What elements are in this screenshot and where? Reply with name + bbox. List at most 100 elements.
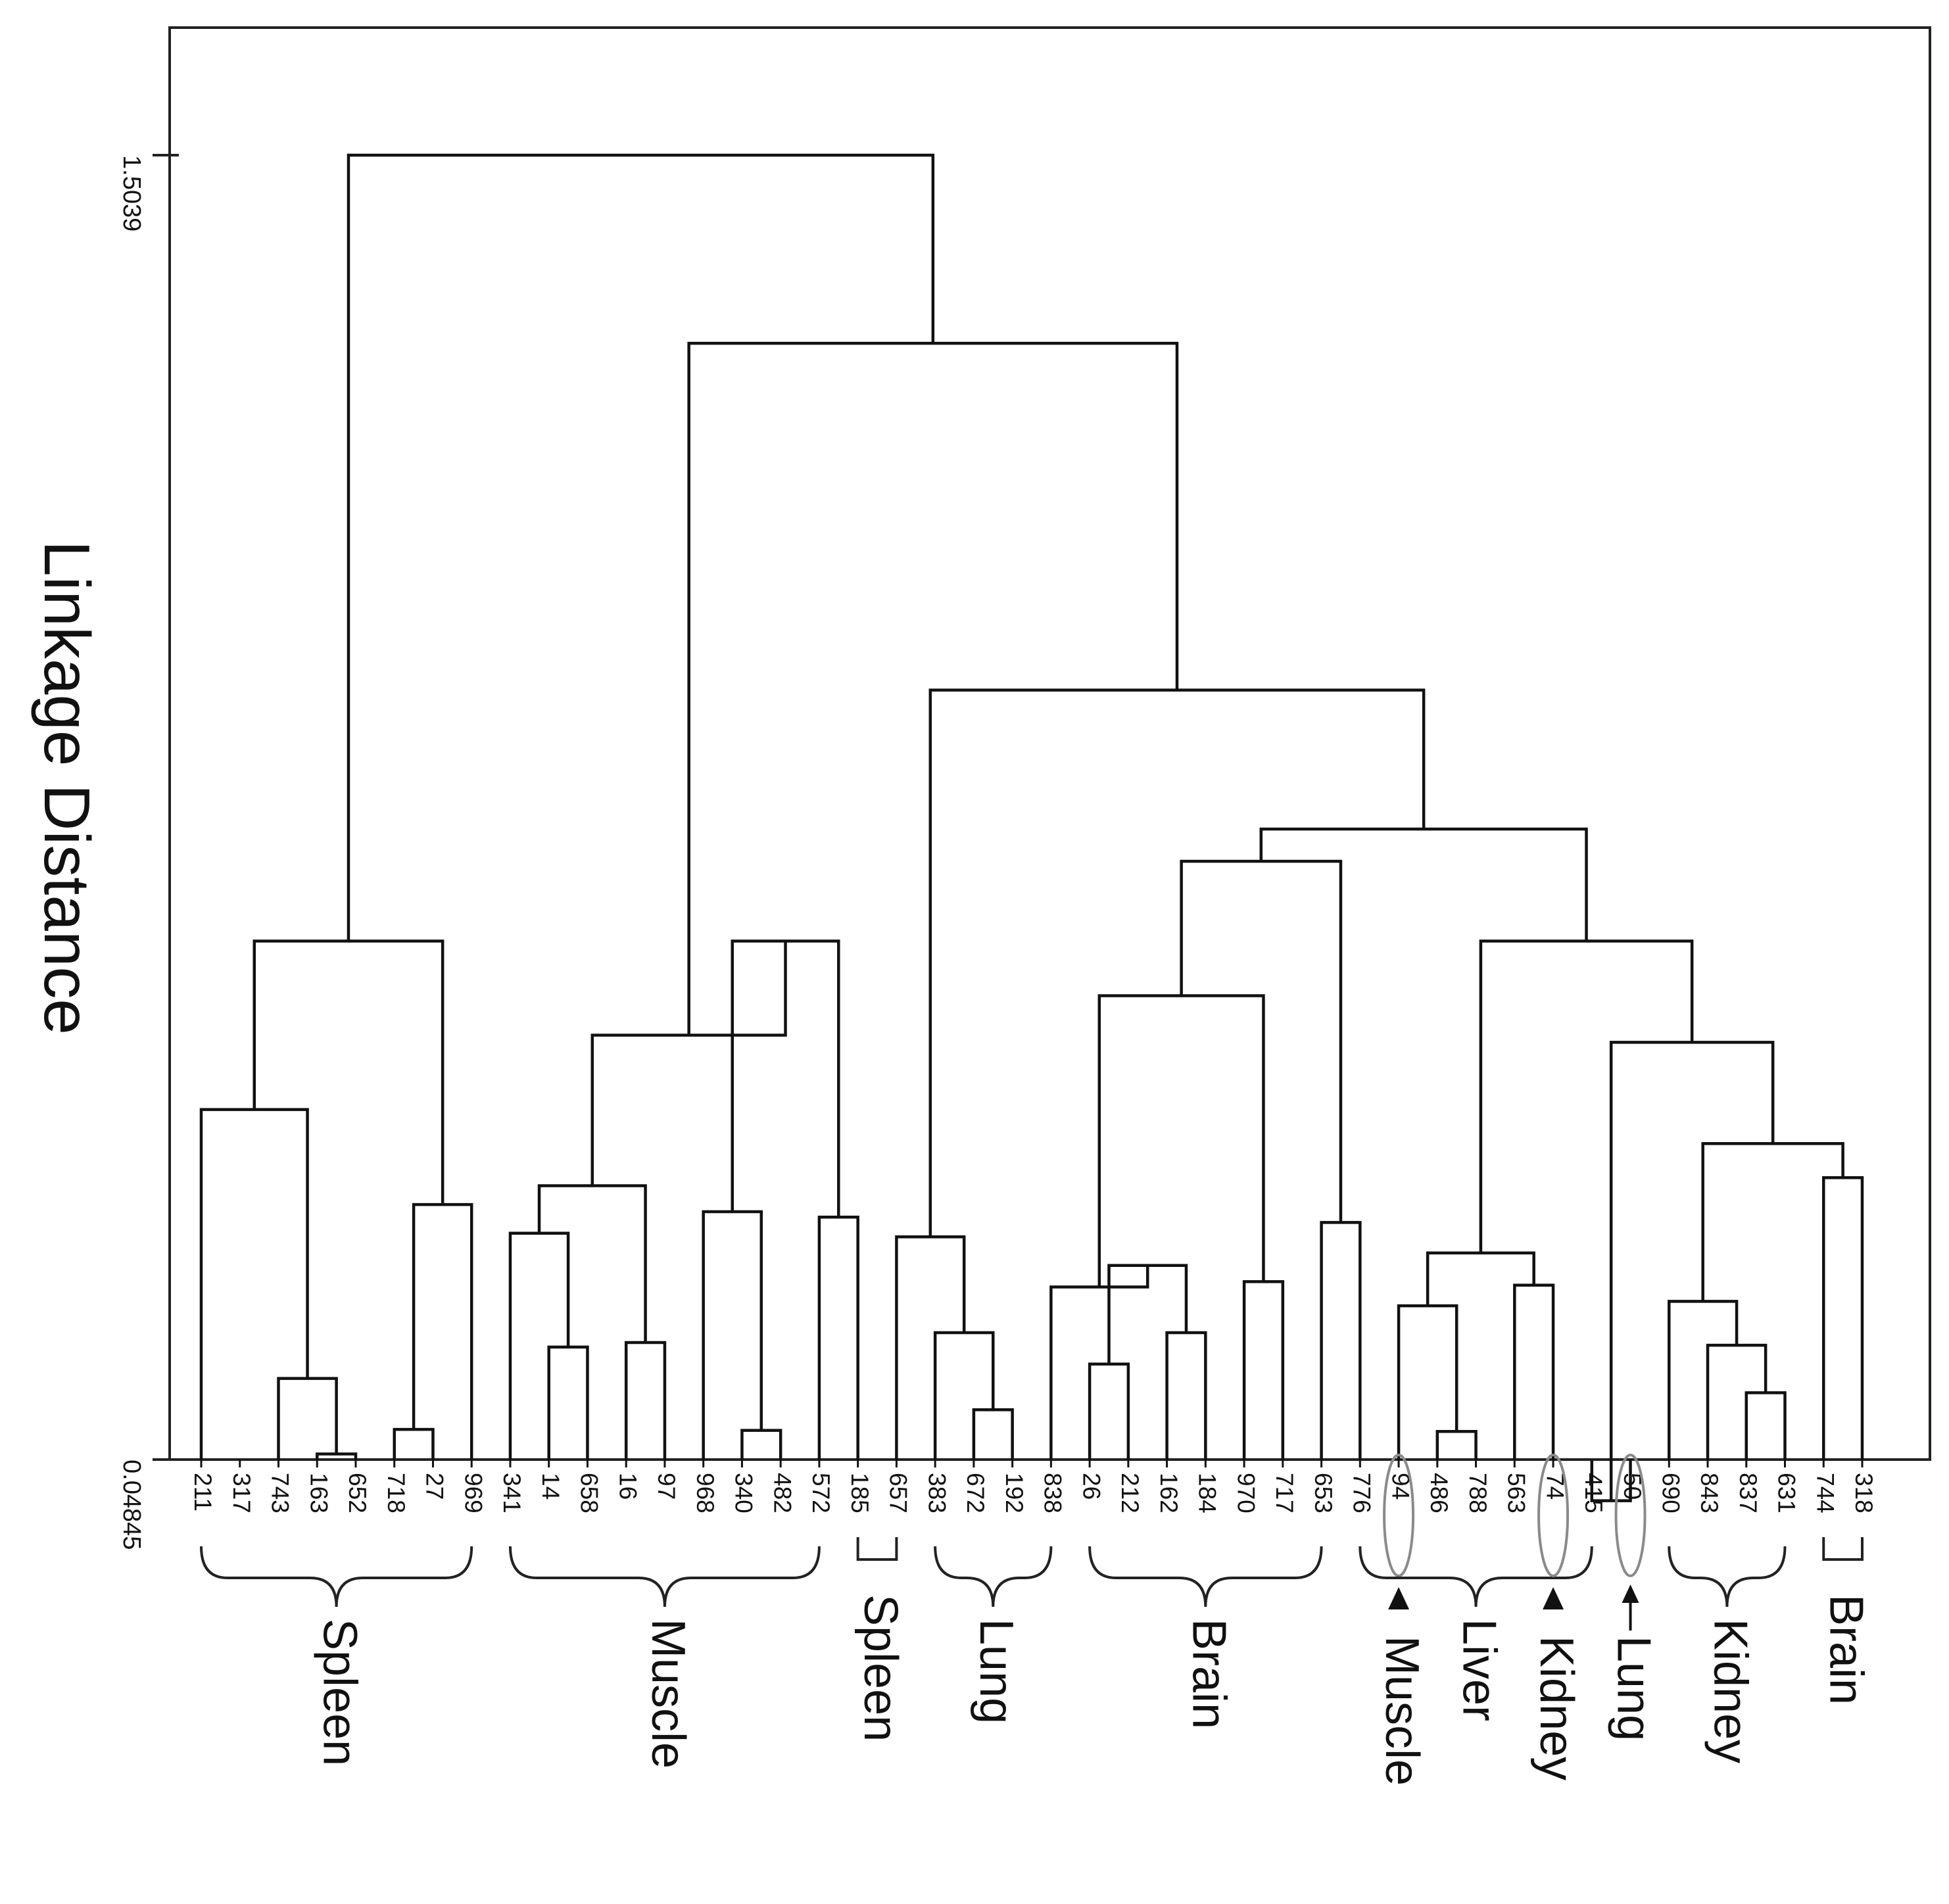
dendrogram-link (1397, 1304, 1458, 1460)
group-label: Spleen (854, 1594, 907, 1742)
leaf-label: 970 (1232, 1473, 1259, 1513)
y-tick-label: 0.04845 (118, 1460, 145, 1550)
leaf-label: 788 (1464, 1473, 1491, 1513)
dendrogram-link (253, 940, 445, 1205)
group-bracket (1822, 1537, 1864, 1561)
leaf-label: 838 (1040, 1473, 1067, 1513)
leaf-label: 652 (344, 1473, 371, 1513)
leaf-label: 317 (228, 1473, 255, 1513)
arrow-head (1388, 1587, 1410, 1609)
group-bracket (856, 1537, 898, 1561)
dendrogram-link (1088, 1362, 1130, 1460)
dendrogram-link (1097, 994, 1265, 1287)
leaf-label: 185 (846, 1473, 873, 1513)
leaf-label: 27 (421, 1473, 448, 1500)
dendrogram-link (1668, 1300, 1739, 1460)
dendrogram-link (1706, 1343, 1768, 1460)
dendrogram-link (702, 1210, 763, 1460)
dendrogram-link (412, 1202, 473, 1460)
dendrogram-link (1259, 827, 1588, 941)
leaf-label: 776 (1349, 1473, 1376, 1513)
dendrogram-link (928, 688, 1426, 1237)
group-label: Liver (1453, 1619, 1506, 1721)
circled-leaf-marker (1537, 1454, 1570, 1577)
group-brace (508, 1546, 821, 1607)
leaf-label: 563 (1503, 1473, 1530, 1513)
dendrogram-link (1180, 859, 1343, 1223)
group-label: Lung (1608, 1636, 1660, 1741)
leaf-label: 744 (1812, 1473, 1839, 1513)
leaf-label: 743 (267, 1473, 294, 1513)
dendrogram-link (393, 1427, 435, 1460)
arrow-head (1543, 1587, 1564, 1609)
leaf-label: 653 (1310, 1473, 1337, 1513)
leaf-label: 341 (498, 1473, 525, 1513)
leaf-label: 717 (1271, 1473, 1298, 1513)
leaf-label: 482 (769, 1473, 796, 1513)
leaf-label: 162 (1155, 1473, 1182, 1513)
dendrogram-link (347, 153, 935, 941)
leaf-label: 690 (1657, 1473, 1684, 1513)
leaf-label: 340 (731, 1473, 758, 1513)
dendrogram-link (1609, 1041, 1775, 1501)
leaf-label: 211 (189, 1473, 216, 1511)
leaf-label: 318 (1850, 1473, 1877, 1513)
leaf-label: 969 (460, 1473, 487, 1513)
leaf-label: 16 (614, 1473, 641, 1500)
leaf-label: 658 (576, 1473, 603, 1513)
group-brace (1088, 1546, 1323, 1607)
leaf-label: 192 (1001, 1473, 1028, 1513)
leaf-label: 631 (1773, 1473, 1800, 1513)
group-label: Lung (970, 1619, 1023, 1724)
group-brace (200, 1546, 473, 1607)
group-brace (1668, 1546, 1787, 1607)
y-axis-title: Linkage Distance (31, 540, 103, 1035)
dendrogram-link (740, 1429, 782, 1460)
group-brace (934, 1546, 1053, 1607)
dendrogram-link (624, 1341, 667, 1460)
leaf-label: 572 (807, 1473, 834, 1513)
dendrogram-link (199, 1108, 309, 1460)
leaf-label: 383 (923, 1473, 950, 1513)
leaf-label: 212 (1117, 1473, 1143, 1513)
dendrogram-link (1049, 1265, 1149, 1460)
dendrogram-link (277, 1377, 338, 1460)
dendrogram-link (895, 1235, 966, 1460)
leaf-label: 657 (885, 1473, 912, 1513)
dendrogram-link (1426, 1251, 1535, 1306)
dendrogram-link (590, 941, 787, 1186)
leaf-label: 97 (653, 1473, 680, 1500)
dendrogram-link (1744, 1391, 1787, 1460)
circled-leaf-marker (1383, 1454, 1415, 1577)
group-label: Muscle (642, 1619, 694, 1769)
y-axis: 1.5039 0.04845 Linkage Distance (31, 154, 179, 1550)
leaf-label: 837 (1735, 1473, 1762, 1513)
dendrogram-link (1701, 1142, 1844, 1302)
dendrogram-link (508, 1231, 570, 1460)
dendrogram-link (933, 1331, 995, 1460)
leaf-label: 672 (962, 1473, 989, 1513)
group-brace (1359, 1546, 1593, 1607)
group-label: Brain (1820, 1594, 1873, 1705)
dendrogram-link (1435, 1430, 1478, 1460)
group-label: Muscle (1376, 1636, 1428, 1786)
dendrogram-link (1479, 940, 1694, 1253)
dendrogram-link (1165, 1331, 1207, 1460)
group-label: Spleen (314, 1619, 366, 1766)
leaf-label: 415 (1580, 1473, 1607, 1513)
group-label: Brain (1182, 1619, 1235, 1729)
dendrogram-link (1320, 1221, 1362, 1460)
leaf-label: 163 (305, 1473, 332, 1513)
leaf-label: 968 (692, 1473, 719, 1513)
leaf-label: 26 (1078, 1473, 1105, 1500)
dendrogram-tree (199, 153, 1864, 1502)
group-label: Kidney (1530, 1636, 1583, 1780)
leaf-label: 718 (383, 1473, 410, 1513)
dendrogram-link (687, 341, 1179, 1035)
leaf-label: 486 (1426, 1473, 1453, 1513)
dendrogram-link (817, 1215, 859, 1460)
dendrogram-link (547, 1345, 589, 1460)
dendrogram-link (1590, 1460, 1632, 1502)
